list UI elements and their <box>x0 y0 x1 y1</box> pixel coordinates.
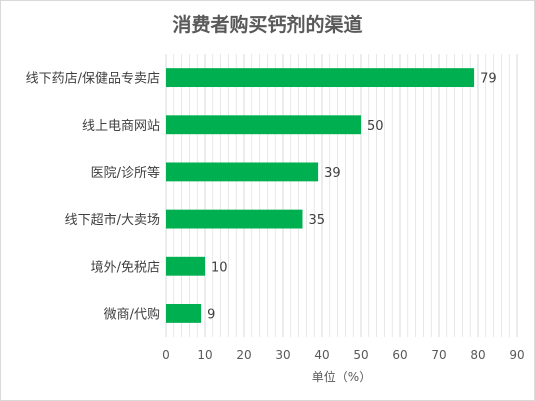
x-tick-label: 0 <box>162 348 170 362</box>
x-tick-label: 80 <box>470 348 485 362</box>
x-tick-label: 70 <box>431 348 446 362</box>
category-label: 境外/免税店 <box>91 260 160 275</box>
bars <box>166 68 475 323</box>
data-label: 9 <box>207 307 215 322</box>
gridlines <box>165 54 518 337</box>
x-tick-label: 20 <box>236 348 251 362</box>
category-label: 线下超市/大卖场 <box>65 212 160 228</box>
data-label: 35 <box>309 213 326 228</box>
bar <box>166 162 319 182</box>
x-tick-label: 90 <box>509 348 524 362</box>
data-label: 79 <box>480 72 497 87</box>
x-tick-label: 40 <box>314 348 329 362</box>
data-label: 50 <box>367 119 384 134</box>
bar <box>166 209 303 229</box>
data-label: 39 <box>324 166 341 181</box>
x-tick-label: 60 <box>392 348 407 362</box>
bar <box>166 68 475 88</box>
chart-title: 消费者购买钙剂的渠道 <box>172 14 363 36</box>
labels: 0 10 20 30 40 50 60 70 80 90 线下药店/保健品专卖店 79 线上电商网站 50… <box>26 72 525 362</box>
x-tick-label: 10 <box>197 348 212 362</box>
category-label: 线下药店/保健品专卖店 <box>26 72 160 87</box>
category-label: 微商/代购 <box>104 306 160 322</box>
category-label: 医院/诊所等 <box>91 165 160 181</box>
category-label: 线上电商网站 <box>82 119 160 134</box>
bar <box>166 256 205 276</box>
bar <box>166 115 361 135</box>
x-tick-label: 50 <box>353 348 368 362</box>
x-axis-title: 单位（%） <box>312 369 371 384</box>
data-label: 10 <box>211 260 228 275</box>
bar <box>166 303 202 323</box>
x-tick-label: 30 <box>275 348 290 362</box>
